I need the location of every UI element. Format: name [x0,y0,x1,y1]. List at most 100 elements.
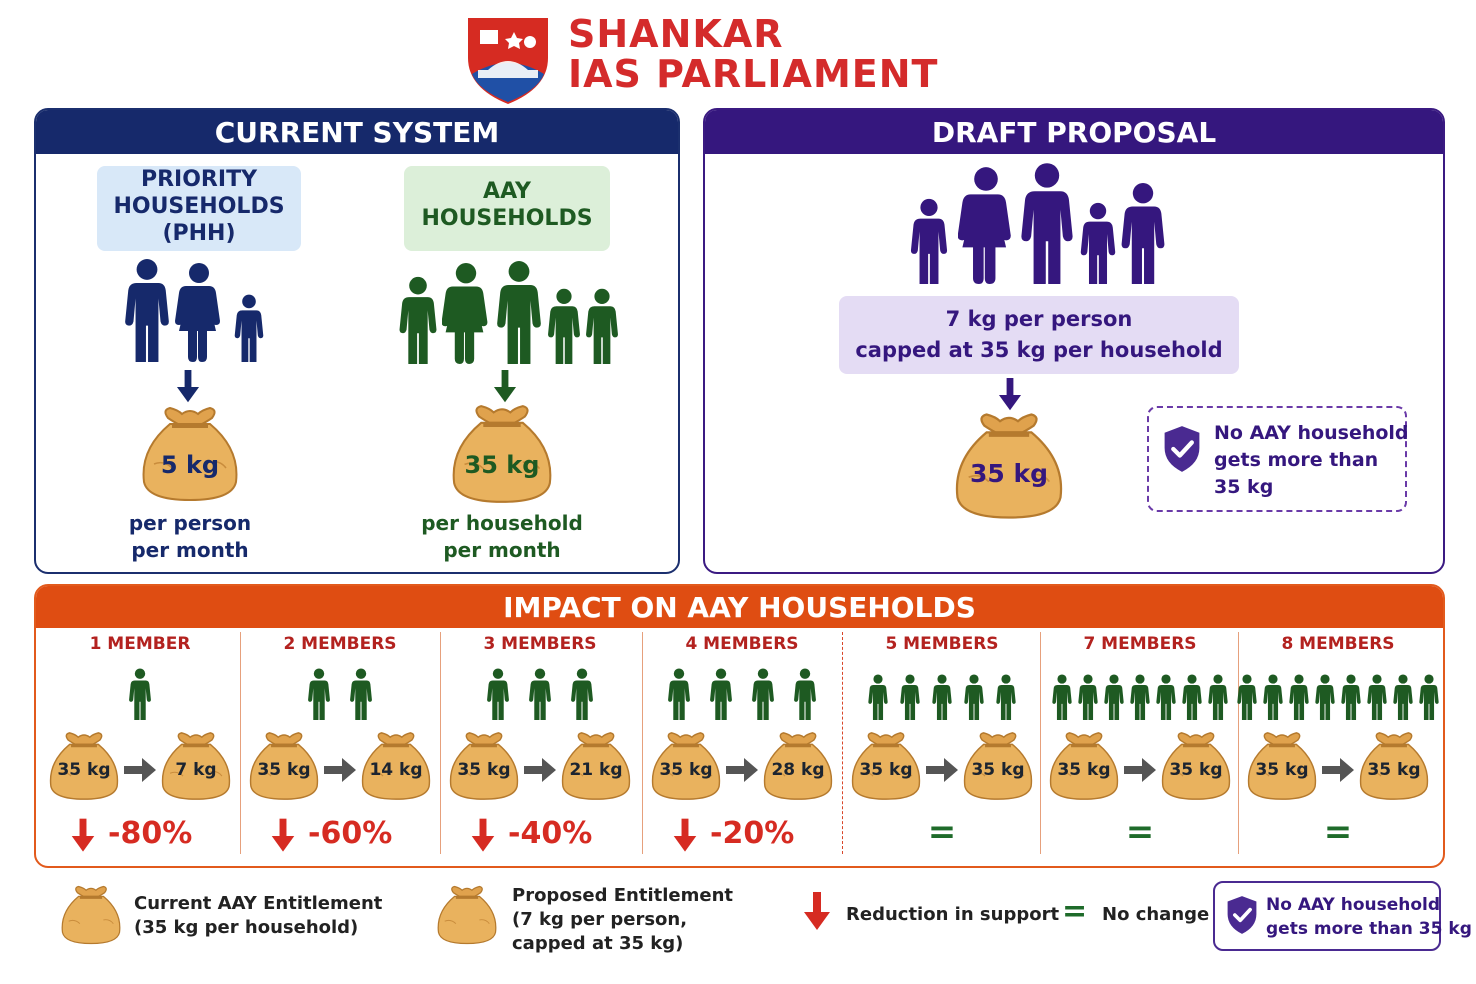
legend-note: No AAY household gets more than 35 kg [1266,893,1472,941]
brand-line-1: SHANKAR [568,12,784,56]
legend-equals-icon: = [1062,894,1088,929]
impact-members-icon [1237,674,1439,720]
brand-line-2: IAS PARLIAMENT [568,52,939,96]
legend-note-box [1213,881,1441,951]
legend-note-line2: gets more than 35 kg [1266,919,1472,939]
person-icon [964,674,984,720]
phh-label-line3: (PHH) [162,221,236,246]
phh-label-line1: PRIORITY [140,167,257,192]
draft-note-shield-icon [1160,424,1204,474]
legend-current-line1: Current AAY Entitlement [134,893,383,914]
person-icon [1156,674,1176,720]
impact-column-title: 4 MEMBERS [685,634,799,654]
draft-rule: 7 kg per person capped at 35 kg per hous… [839,296,1239,374]
aay-unit: per household per month [402,510,602,564]
impact-members-icon [129,668,151,720]
draft-proposal-title: DRAFT PROPOSAL [705,110,1443,154]
impact-reduction-percent: -40% [508,816,593,851]
phh-family-icon [125,259,264,362]
impact-current-amount: 35 kg [457,760,511,780]
impact-members-icon [308,668,372,720]
impact-title: IMPACT ON AAY HOUSEHOLDS [36,586,1443,628]
right-arrow-icon [1124,758,1156,782]
impact-column-separator [642,632,643,854]
person-icon [1104,674,1124,720]
impact-reduction-percent: -80% [108,816,193,851]
draft-note-box [1147,406,1407,512]
draft-arrow-icon [998,378,1022,411]
impact-column-title: 8 MEMBERS [1281,634,1395,654]
person-icon [1341,674,1361,720]
legend-current-sack-icon [60,885,122,945]
impact-proposed-amount: 28 kg [771,760,825,780]
phh-unit: per person per month [100,510,280,564]
reduction-arrow-icon [271,818,295,852]
impact-proposed-amount: 35 kg [1169,760,1223,780]
aay-unit-line1: per household [421,511,583,535]
phh-label-line2: HOUSEHOLDS [113,194,285,219]
legend-note-line1: No AAY household [1266,895,1441,915]
person-icon [1393,674,1413,720]
phh-amount: 5 kg [160,451,220,479]
person-icon [668,668,690,720]
impact-panel: IMPACT ON AAY HOUSEHOLDS [34,584,1445,868]
draft-rule-line1: 7 kg per person [945,307,1133,331]
right-arrow-icon [726,758,758,782]
impact-reduction-percent: -20% [710,816,795,851]
person-icon [794,668,816,720]
phh-unit-line1: per person [128,511,252,535]
right-arrow-icon [324,758,356,782]
impact-members-icon [868,674,1016,720]
phh-label: PRIORITY HOUSEHOLDS (PHH) [97,166,301,251]
impact-current-amount: 35 kg [1057,760,1111,780]
legend-current-line2: (35 kg per household) [134,917,359,938]
draft-note-line3: 35 kg [1214,476,1274,498]
impact-column-separator [240,632,241,854]
person-icon [1052,674,1072,720]
impact-proposed-amount: 14 kg [369,760,423,780]
aay-label-line1: AAY [483,179,531,204]
impact-column-separator [1238,632,1239,854]
aay-label-line2: HOUSEHOLDS [421,206,593,231]
impact-column-title: 2 MEMBERS [283,634,397,654]
draft-amount: 35 kg [969,459,1048,488]
legend-nochange: No change [1102,904,1210,925]
draft-note-text: No AAY household gets more than 35 kg [1214,420,1409,501]
person-icon [571,668,593,720]
legend-proposed-line2: (7 kg per person, [512,909,688,930]
person-icon [1289,674,1309,720]
person-icon [1315,674,1335,720]
impact-column-title: 7 MEMBERS [1083,634,1197,654]
aay-label: AAY HOUSEHOLDS [404,166,610,251]
person-icon [529,668,551,720]
phh-unit-line2: per month [131,538,249,562]
draft-family-icon [910,163,1165,284]
person-icon [996,674,1016,720]
impact-column-separator [440,632,441,854]
right-arrow-icon [926,758,958,782]
aay-amount: 35 kg [464,451,540,479]
impact-current-amount: 35 kg [1255,760,1309,780]
person-icon [1237,674,1257,720]
impact-reduction-percent: -60% [308,816,393,851]
impact-column-title: 5 MEMBERS [885,634,999,654]
impact-current-amount: 35 kg [859,760,913,780]
person-icon [1078,674,1098,720]
person-icon [932,674,952,720]
person-icon [1182,674,1202,720]
person-icon [350,668,372,720]
impact-proposed-amount: 35 kg [971,760,1025,780]
legend-proposed: Proposed Entitlement (7 kg per person, c… [512,884,733,956]
impact-proposed-amount: 7 kg [175,760,217,780]
aay-family-icon [399,261,618,364]
person-icon [1130,674,1150,720]
right-arrow-icon [524,758,556,782]
person-icon [752,668,774,720]
draft-note-line2: gets more than [1214,449,1379,471]
current-system-title: CURRENT SYSTEM [36,110,678,154]
phh-arrow-icon [176,370,200,403]
impact-members-icon [1052,674,1228,720]
person-icon [710,668,732,720]
legend-current: Current AAY Entitlement (35 kg per house… [134,892,382,940]
impact-column-separator [842,632,843,854]
